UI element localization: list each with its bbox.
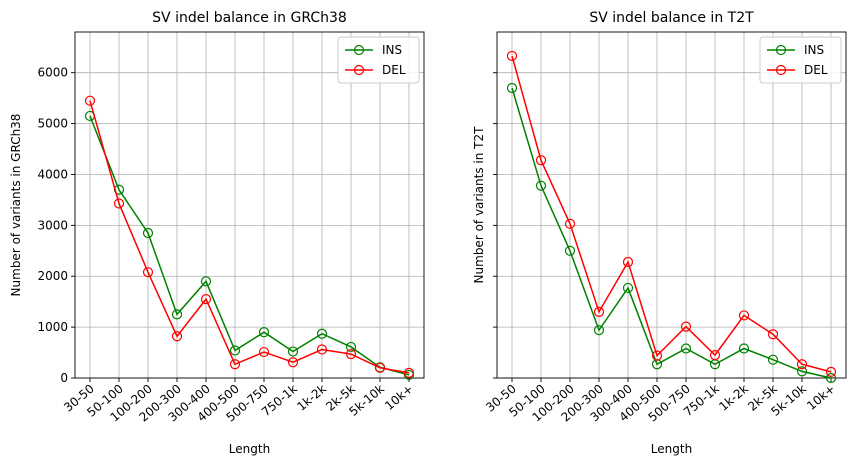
series-line-ins: [89, 115, 410, 376]
x-axis-label: Length: [229, 442, 270, 456]
y-tick-label: 0: [60, 371, 68, 385]
data-point-del: [345, 348, 357, 360]
legend-marker-del: [775, 64, 787, 76]
y-tick-label: 6000: [37, 66, 68, 80]
data-point-ins: [593, 325, 605, 336]
data-point-del: [287, 357, 299, 368]
data-point-del: [258, 346, 270, 358]
data-point-del: [564, 218, 576, 229]
plot-frame: [496, 31, 847, 379]
data-point-del: [84, 95, 96, 106]
data-point-ins: [825, 372, 837, 384]
data-point-del: [738, 310, 750, 321]
legend-label-ins: INS: [382, 43, 402, 57]
chart-panel-2: 30-5050-100100-200200-300300-400400-5005…: [472, 10, 847, 456]
legend-marker-ins: [775, 44, 787, 56]
y-tick-label: 4000: [37, 167, 68, 181]
data-point-del: [200, 294, 212, 305]
legend-box: [759, 36, 842, 84]
x-tick-label: 1k-2k: [294, 382, 329, 414]
data-point-ins: [738, 343, 750, 354]
data-point-del: [825, 366, 837, 377]
data-point-del: [403, 367, 415, 379]
data-point-ins: [258, 327, 270, 338]
y-tick-label: 5000: [37, 117, 68, 131]
x-tick-label: 1k-2k: [716, 382, 751, 414]
y-axis-label: Number of variants in T2T: [472, 126, 486, 284]
x-tick-label: 10k+: [382, 382, 416, 413]
data-point-ins: [345, 341, 357, 353]
data-point-del: [229, 359, 241, 370]
legend-marker-ins: [353, 44, 365, 56]
data-point-ins: [796, 366, 808, 377]
legend-label-del: DEL: [382, 63, 406, 77]
data-point-del: [374, 362, 386, 373]
data-point-ins: [506, 82, 518, 94]
series-line-ins: [511, 87, 832, 379]
legend: INS DEL: [337, 36, 420, 84]
y-tick-label: 2000: [37, 269, 68, 283]
legend-label-ins: INS: [804, 43, 824, 57]
data-point-del: [651, 350, 663, 361]
data-point-del: [680, 321, 692, 332]
data-point-del: [171, 331, 183, 342]
data-point-del: [506, 50, 518, 62]
data-point-ins: [767, 354, 779, 365]
data-point-del: [316, 344, 328, 355]
chart-panel-1: 010002000300040005000600030-5050-100100-…: [9, 10, 425, 456]
data-point-ins: [142, 227, 154, 239]
legend-marker-del: [353, 64, 365, 76]
data-point-del: [593, 306, 605, 317]
x-tick-label: 10k+: [804, 382, 838, 413]
data-point-del: [113, 198, 125, 209]
data-point-del: [535, 155, 547, 166]
data-point-ins: [171, 309, 183, 320]
y-tick-label: 3000: [37, 218, 68, 232]
legend-label-del: DEL: [804, 63, 828, 77]
data-point-ins: [287, 346, 299, 357]
plot-frame: [74, 31, 425, 379]
chart-title: SV indel balance in T2T: [589, 10, 754, 26]
data-point-del: [767, 329, 779, 340]
data-point-del: [796, 359, 808, 370]
data-point-ins: [622, 282, 634, 294]
data-point-ins: [564, 245, 576, 256]
data-point-ins: [680, 343, 692, 354]
x-axis-label: Length: [651, 442, 692, 456]
data-point-ins: [200, 276, 212, 287]
data-point-del: [142, 267, 154, 278]
data-point-ins: [229, 345, 241, 356]
legend: INS DEL: [759, 36, 842, 84]
y-tick-label: 1000: [37, 320, 68, 334]
legend-box: [337, 36, 420, 84]
data-point-ins: [535, 180, 547, 191]
series-line-del: [89, 100, 410, 374]
y-axis-label: Number of variants in GRCh38: [9, 114, 23, 297]
chart-title: SV indel balance in GRCh38: [152, 10, 347, 26]
data-point-ins: [316, 328, 328, 339]
data-point-del: [709, 350, 721, 361]
data-point-del: [622, 256, 634, 268]
series-line-del: [511, 55, 832, 373]
